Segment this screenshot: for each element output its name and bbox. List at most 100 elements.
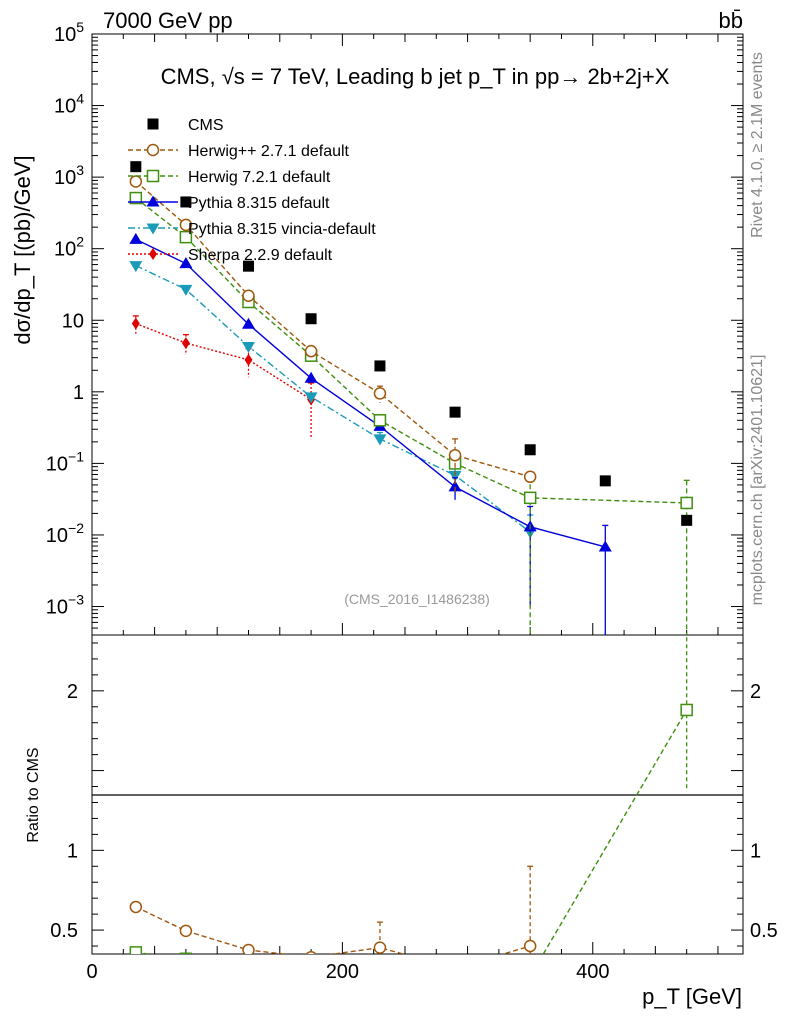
legend-marker-herwig-7-2-1-default [146, 169, 160, 183]
cms-point [449, 406, 461, 418]
herwig-7-2-1-default-ratio-point [680, 703, 693, 717]
herwig-7-2-1-default-ratio-point [306, 956, 317, 967]
pythia-8-315-vincia-default-point [373, 434, 387, 446]
legend-marker-pythia-8-315-default [146, 195, 160, 207]
cms-point [374, 360, 386, 372]
pythia-8-315-vincia-default-point [129, 261, 143, 273]
pythia-8-315-default-point [241, 317, 255, 329]
ratio-tick-label-right: 0.5 [750, 920, 778, 942]
herwig-2-7-1-default-point [448, 448, 462, 462]
legend-label-cms: CMS [188, 117, 224, 134]
energy-label: 7000 GeV pp [103, 8, 233, 33]
herwig-7-2-1-default-point [129, 191, 143, 205]
x-tick-label: 0 [86, 961, 97, 983]
y-tick-label: 10−1 [46, 448, 84, 475]
herwig-7-2-1-default-ratio-point [450, 974, 461, 985]
herwig-2-7-1-default-ratio-point [450, 963, 461, 974]
legend-marker-sherpa-2-2-9-default [149, 248, 157, 260]
cms-point [180, 196, 192, 208]
x-tick-label: 200 [326, 961, 359, 983]
herwig-2-7-1-default-ratio-point [179, 924, 193, 938]
cms-point [130, 161, 142, 173]
y-tick-label: 10−2 [46, 520, 84, 547]
legend-marker-pythia-8-315-vincia-default [146, 223, 160, 235]
pythia-8-315-vincia-default-point [304, 392, 318, 404]
ratio-tick-label: 2 [67, 681, 78, 703]
herwig-2-7-1-default-point [242, 289, 255, 303]
herwig-2-7-1-default-ratio-point [129, 900, 143, 914]
x-tick-label: 400 [576, 961, 609, 983]
sherpa-2-2-9-default-point [181, 337, 190, 350]
y-tick-label: 10−3 [46, 592, 84, 619]
herwig-2-7-1-default-ratio-line [135, 906, 531, 954]
herwig-2-7-1-default-ratio-point [523, 939, 537, 953]
pythia-8-315-vincia-default-line [135, 264, 531, 533]
ratio-tick-label: 1 [67, 840, 78, 862]
cms-point [599, 475, 611, 487]
y-tick-label: 1 [73, 382, 84, 404]
mcplots-label: mcplots.cern.ch [arXiv:2401.10621] [749, 355, 766, 606]
legend-marker-cms [147, 118, 159, 130]
pythia-8-315-vincia-default-point [241, 341, 255, 353]
sherpa-2-2-9-default-line [135, 322, 312, 401]
analysis-reference: (CMS_2016_I1486238) [344, 591, 490, 607]
pythia-8-315-default-point [304, 371, 318, 383]
herwig-7-2-1-default-line [135, 197, 687, 504]
herwig-7-2-1-default-ratio-point [525, 971, 536, 982]
ratio-data-layer [129, 635, 693, 988]
herwig-7-2-1-default-point [373, 414, 387, 427]
herwig-7-2-1-default-ratio-point [179, 952, 193, 954]
rivet-version-label: Rivet 4.1.0, ≥ 2.1M events [749, 52, 766, 238]
herwig-2-7-1-default-point [179, 218, 193, 232]
legend-marker-herwig-2-7-1-default [146, 143, 160, 157]
ratio-axis-label: Ratio to CMS [25, 747, 42, 842]
chart-title: CMS, √s = 7 TeV, Leading b jet p_T in pp… [161, 64, 670, 89]
cms-point [681, 514, 693, 526]
y-axis-label: dσ/dp_T [(pb)/GeV] [10, 155, 35, 344]
y-tick-label: 10 [62, 310, 84, 332]
herwig-7-2-1-default-ratio-line [135, 709, 688, 954]
pythia-8-315-default-point [598, 540, 612, 552]
herwig-7-2-1-default-ratio-point [243, 955, 254, 966]
herwig-7-2-1-default-ratio-point [374, 977, 385, 988]
herwig-7-2-1-default-point [179, 230, 193, 244]
ratio-tick-label: 0.5 [50, 920, 78, 942]
sherpa-2-2-9-default-point [244, 353, 253, 366]
pythia-8-315-default-point [179, 257, 193, 269]
legend-label-sherpa-2-2-9-default: Sherpa 2.2.9 default [188, 247, 333, 264]
cms-point [524, 444, 536, 456]
pythia-8-315-default-point [448, 480, 462, 492]
legend-label-herwig-2-7-1-default: Herwig++ 2.7.1 default [188, 143, 350, 160]
y-tick-label: 105 [54, 19, 84, 46]
legend: CMS Herwig++ 2.7.1 default Herwig 7.2.1 de… [128, 117, 376, 264]
herwig-7-2-1-default-ratio-point [129, 946, 143, 954]
process-label: bb̄ [719, 8, 743, 33]
cms-point [242, 260, 254, 272]
pythia-8-315-vincia-default-point [179, 284, 193, 296]
legend-label-herwig-7-2-1-default: Herwig 7.2.1 default [188, 169, 331, 186]
cms-point [305, 313, 317, 325]
x-axis-label: p_T [GeV] [642, 984, 742, 1009]
pythia-8-315-vincia-default-point [448, 470, 462, 482]
ratio-tick-label-right: 2 [750, 681, 761, 703]
herwig-2-7-1-default-ratio-point [373, 941, 387, 954]
y-tick-label: 104 [54, 91, 84, 118]
herwig-2-7-1-default-ratio-point [305, 950, 317, 954]
legend-label-pythia-8-315-default: Pythia 8.315 default [188, 195, 330, 212]
herwig-7-2-1-default-point [523, 491, 537, 505]
pythia-8-315-default-line [135, 238, 606, 548]
legend-label-pythia-8-315-vincia-default: Pythia 8.315 vincia-default [188, 221, 376, 238]
main-data-layer [129, 161, 693, 635]
herwig-7-2-1-default-point [680, 496, 693, 510]
ratio-tick-label-right: 1 [750, 840, 761, 862]
herwig-2-7-1-default-point [129, 175, 143, 188]
herwig-2-7-1-default-point [304, 344, 318, 358]
y-tick-label: 103 [54, 162, 84, 189]
herwig-2-7-1-default-ratio-point [242, 943, 255, 954]
herwig-2-7-1-default-point [373, 387, 387, 400]
axis-ticks: 0 200 400 10−3 10−2 10−1 1 10 102 103 104 105 0.5 0.5… [46, 19, 778, 983]
sherpa-2-2-9-default-point [131, 317, 140, 330]
herwig-2-7-1-default-point [523, 470, 537, 484]
pythia-8-315-default-point [129, 232, 143, 244]
